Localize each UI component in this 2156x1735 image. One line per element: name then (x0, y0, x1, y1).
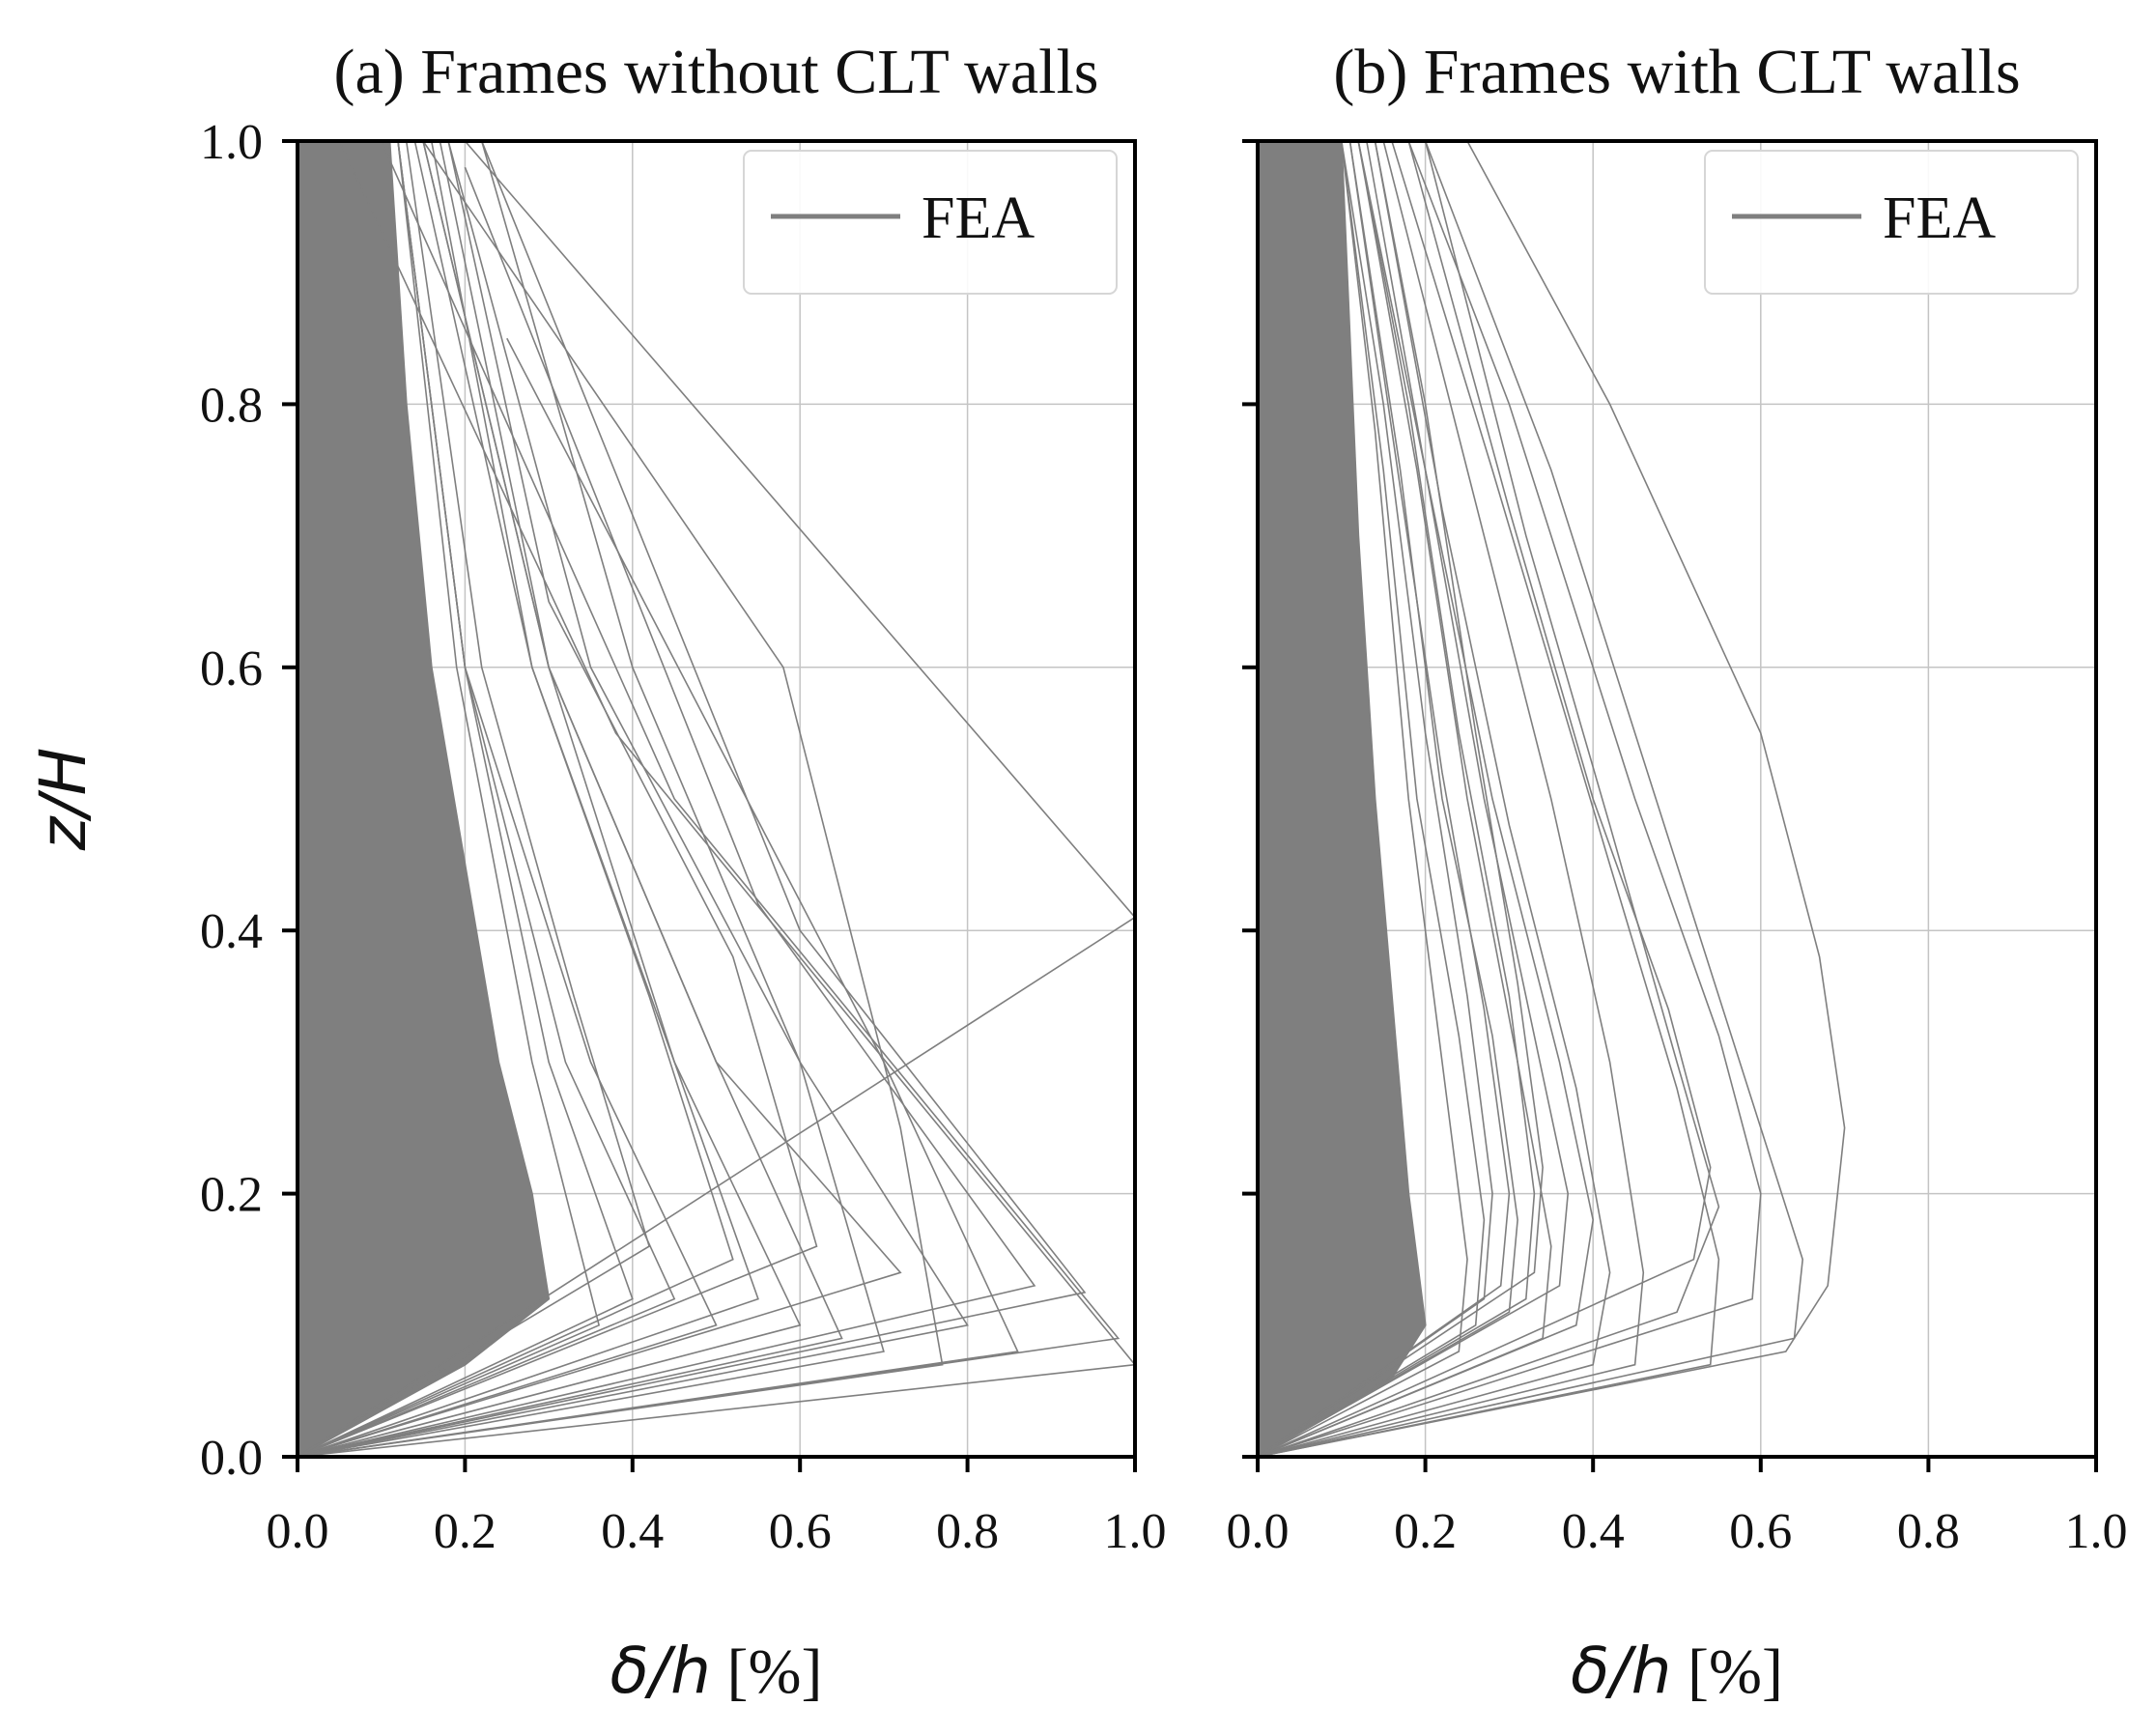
legend-label: FEA (922, 185, 1035, 251)
x-axis-label-var: δ/h (1571, 1634, 1671, 1708)
y-tick-label: 1.0 (200, 115, 263, 170)
fea-series-line (298, 337, 1019, 1457)
panel-title: (a) Frames without CLT walls (334, 37, 1099, 107)
x-tick-label: 0.0 (267, 1504, 329, 1559)
y-tick-label: 0.6 (200, 641, 263, 697)
fea-series-line (298, 141, 944, 1457)
fea-series-line (1258, 141, 1846, 1457)
fea-series-line (1258, 141, 1511, 1457)
fea-series-line (1258, 141, 1762, 1457)
fea-series-line (1258, 141, 1536, 1457)
fea-series-line (298, 141, 902, 1457)
plot-area (298, 141, 1135, 1457)
y-axis-label: z/H (26, 748, 100, 852)
x-tick-label: 0.2 (1394, 1504, 1457, 1559)
y-tick-label: 0.8 (200, 378, 263, 433)
x-tick-label: 0.2 (434, 1504, 496, 1559)
fea-series-line (1258, 141, 1486, 1457)
fea-series-line (1258, 141, 1804, 1457)
fea-series-line (298, 166, 1036, 1457)
y-tick-label: 0.4 (200, 904, 263, 959)
fea-series-line (298, 141, 759, 1457)
x-axis-label-var: δ/h (610, 1634, 711, 1708)
fea-series-line (298, 141, 634, 1457)
legend-label: FEA (1883, 185, 1996, 251)
fea-series-line (1258, 141, 1518, 1457)
x-tick-label: 1.0 (1104, 1504, 1167, 1559)
fea-series-line (298, 141, 601, 1457)
x-axis-label: δ/h [%] (610, 1634, 823, 1708)
panel-title: (b) Frames with CLT walls (1333, 37, 2020, 107)
y-tick-label: 0.0 (200, 1431, 263, 1486)
fea-series-line (298, 141, 1135, 1457)
chart-panel-a: 0.0 0.2 0.4 0.6 0.8 1.0 0.0 0.2 0.4 0.6 0.8 1.0 (a) … (26, 37, 1167, 1708)
fea-series-line (298, 141, 734, 1457)
x-tick-label: 0.4 (1562, 1504, 1625, 1559)
fea-series-line (298, 141, 1135, 1457)
y-tick-label: 0.2 (200, 1168, 263, 1223)
fea-series-line (1258, 141, 1720, 1457)
x-tick-label: 0.8 (1897, 1504, 1960, 1559)
fea-dense-region (298, 141, 551, 1457)
x-tick-label: 0.6 (1729, 1504, 1792, 1559)
fea-series-line (1258, 141, 1493, 1457)
x-tick-label: 0.8 (936, 1504, 999, 1559)
fea-series-line (298, 141, 818, 1457)
fea-series-line (298, 141, 1087, 1457)
plot-area (1258, 141, 1846, 1457)
x-axis-label-unit: [%] (1672, 1636, 1783, 1707)
fea-series-line (298, 141, 651, 1457)
fea-series-line (1258, 141, 1720, 1457)
legend-box (743, 150, 1118, 295)
fea-dense-region (1258, 141, 1427, 1457)
x-tick-label: 0.6 (769, 1504, 832, 1559)
axes-frame (296, 139, 1137, 1459)
chart-panel-b: 0.0 0.2 0.4 0.6 0.8 1.0 (b) Frames with CLT wa… (1227, 37, 2128, 1708)
legend-box (1704, 150, 2079, 295)
x-tick-label: 0.4 (601, 1504, 664, 1559)
x-axis-label: δ/h [%] (1571, 1634, 1783, 1708)
x-tick-label: 1.0 (2065, 1504, 2128, 1559)
axes-frame (1256, 139, 2098, 1459)
fea-series-line (1258, 141, 1645, 1457)
x-tick-label: 0.0 (1227, 1504, 1290, 1559)
fea-series-line (1258, 141, 1712, 1457)
x-axis-label-unit: [%] (711, 1636, 822, 1707)
fea-series-line (298, 141, 969, 1457)
fea-series-line (1258, 141, 1570, 1457)
fea-series-line (1258, 141, 1544, 1457)
fea-series-line (1258, 141, 1468, 1457)
